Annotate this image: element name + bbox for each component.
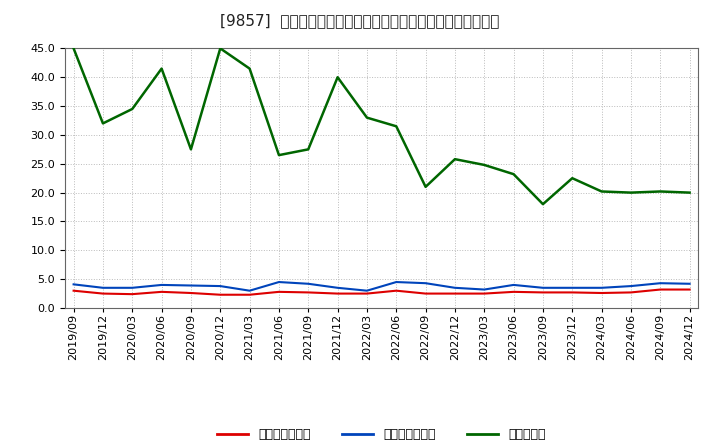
Text: [9857]  売上債権回転率、買入債務回転率、在庫回転率の推移: [9857] 売上債権回転率、買入債務回転率、在庫回転率の推移 (220, 13, 500, 28)
Legend: 売上債権回転率, 買入債務回転率, 在庫回転率: 売上債権回転率, 買入債務回転率, 在庫回転率 (212, 423, 551, 440)
